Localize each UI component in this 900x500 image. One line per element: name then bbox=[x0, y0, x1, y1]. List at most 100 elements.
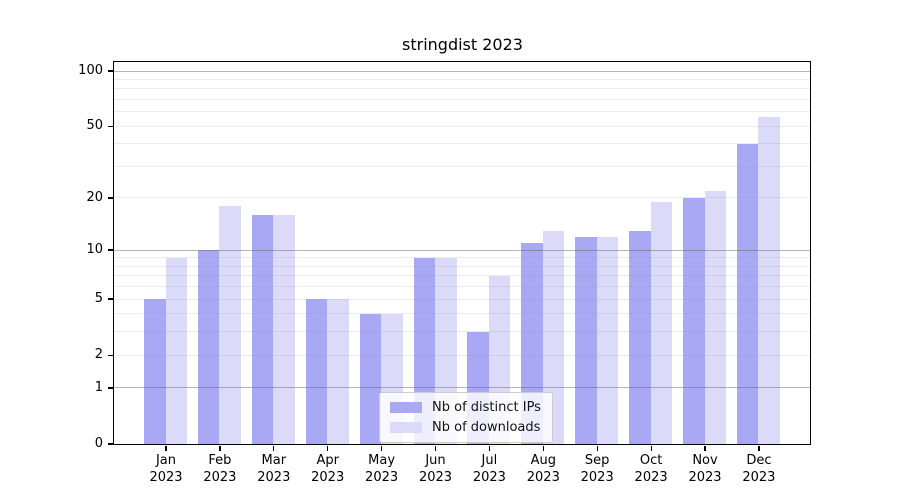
y-tick-label-20: 20 bbox=[86, 189, 103, 205]
bar-distinct-ips-jan bbox=[144, 299, 166, 444]
x-tick-year: 2023 bbox=[365, 470, 399, 485]
y-tick-label-1: 1 bbox=[94, 379, 103, 395]
chart-title: stringdist 2023 bbox=[402, 35, 523, 54]
x-tick-mark-apr bbox=[327, 446, 329, 451]
x-tick-month: Apr bbox=[316, 453, 339, 468]
y-tick-mark-1 bbox=[108, 387, 113, 389]
gridline-40 bbox=[114, 143, 810, 145]
gridline-4 bbox=[114, 313, 810, 315]
gridline-10 bbox=[114, 249, 810, 251]
x-tick-mark-jun bbox=[434, 446, 437, 451]
x-tick-month: Feb bbox=[208, 453, 232, 468]
gridline-90 bbox=[114, 78, 810, 80]
legend-label-downloads: Nb of downloads bbox=[432, 420, 541, 435]
x-tick-label-jul: Jul 2023 bbox=[457, 452, 521, 486]
plot-area: Nb of distinct IPs Nb of downloads bbox=[113, 61, 811, 445]
bar-downloads-jan bbox=[165, 257, 187, 444]
x-tick-month: Mar bbox=[261, 453, 287, 468]
bar-downloads-feb bbox=[219, 206, 241, 444]
x-tick-label-apr: Apr 2023 bbox=[296, 452, 360, 486]
x-tick-mark-jul bbox=[488, 446, 491, 451]
y-tick-label-100: 100 bbox=[78, 62, 103, 78]
x-tick-year: 2023 bbox=[257, 470, 291, 485]
bar-distinct-ips-may bbox=[359, 313, 382, 444]
x-tick-month: Jun bbox=[425, 453, 446, 468]
gridline-3 bbox=[114, 331, 810, 333]
bar-downloads-mar bbox=[273, 215, 295, 444]
y-tick-label-5: 5 bbox=[94, 291, 103, 307]
x-tick-month: May bbox=[368, 453, 396, 468]
bar-distinct-ips-dec bbox=[736, 143, 759, 444]
x-tick-month: Jan bbox=[155, 453, 177, 468]
x-tick-label-dec: Dec 2023 bbox=[727, 452, 791, 486]
y-tick-label-0: 0 bbox=[94, 436, 103, 451]
y-tick-label-2: 2 bbox=[94, 347, 103, 363]
gridline-8 bbox=[114, 265, 810, 267]
legend-item-distinct-ips: Nb of distinct IPs bbox=[390, 400, 541, 415]
x-tick-year: 2023 bbox=[526, 470, 560, 485]
x-tick-mark-feb bbox=[219, 446, 221, 451]
gridline-1 bbox=[114, 387, 810, 389]
x-tick-year: 2023 bbox=[418, 470, 453, 485]
bar-downloads-nov bbox=[704, 190, 726, 444]
x-tick-mark-dec bbox=[758, 446, 760, 451]
x-tick-label-nov: Nov 2023 bbox=[673, 452, 737, 486]
y-tick-mark-50 bbox=[108, 125, 113, 127]
y-tick-label-10: 10 bbox=[86, 242, 103, 258]
gridline-70 bbox=[114, 98, 810, 100]
gridline-100 bbox=[114, 70, 810, 72]
x-tick-month: Dec bbox=[746, 453, 772, 468]
x-tick-year: 2023 bbox=[742, 470, 776, 485]
bar-downloads-sep bbox=[596, 236, 619, 444]
bar-downloads-apr bbox=[327, 299, 349, 444]
x-tick-label-feb: Feb 2023 bbox=[188, 452, 252, 486]
x-tick-month: Sep bbox=[584, 453, 610, 468]
gridline-6 bbox=[114, 286, 810, 288]
x-tick-month: Nov bbox=[692, 453, 718, 468]
bar-distinct-ips-feb bbox=[197, 250, 220, 444]
x-tick-label-oct: Oct 2023 bbox=[619, 452, 683, 486]
y-tick-mark-100 bbox=[108, 70, 113, 72]
bar-downloads-dec bbox=[758, 117, 780, 444]
legend-label-distinct-ips: Nb of distinct IPs bbox=[432, 400, 541, 415]
y-tick-mark-10 bbox=[108, 249, 113, 251]
x-tick-mark-sep bbox=[596, 446, 598, 451]
x-tick-year: 2023 bbox=[149, 470, 183, 485]
x-tick-mark-mar bbox=[273, 446, 275, 451]
x-tick-label-may: May 2023 bbox=[350, 452, 414, 486]
x-tick-label-sep: Sep 2023 bbox=[565, 452, 629, 486]
gridline-50 bbox=[114, 125, 810, 127]
legend-item-downloads: Nb of downloads bbox=[390, 420, 541, 435]
bar-downloads-oct bbox=[650, 201, 673, 444]
gridline-7 bbox=[114, 275, 810, 277]
bar-distinct-ips-apr bbox=[305, 299, 328, 444]
x-tick-month: Jul bbox=[481, 453, 498, 468]
y-tick-mark-2 bbox=[108, 354, 113, 356]
gridline-9 bbox=[114, 257, 810, 259]
y-tick-mark-5 bbox=[108, 298, 113, 300]
x-tick-year: 2023 bbox=[580, 470, 614, 485]
y-tick-label-50: 50 bbox=[86, 118, 103, 134]
gridline-60 bbox=[114, 111, 810, 113]
bar-distinct-ips-sep bbox=[575, 236, 597, 444]
x-tick-mark-may bbox=[381, 446, 383, 451]
x-tick-year: 2023 bbox=[634, 470, 668, 485]
x-tick-year: 2023 bbox=[688, 470, 722, 485]
x-tick-year: 2023 bbox=[472, 470, 506, 485]
x-tick-year: 2023 bbox=[311, 470, 345, 485]
x-tick-mark-aug bbox=[542, 446, 544, 451]
y-tick-mark-0 bbox=[108, 443, 113, 445]
legend: Nb of distinct IPs Nb of downloads bbox=[379, 392, 553, 443]
x-tick-mark-jan bbox=[165, 446, 167, 451]
x-tick-label-jan: Jan 2023 bbox=[134, 452, 198, 486]
bar-distinct-ips-mar bbox=[251, 215, 274, 444]
x-tick-mark-nov bbox=[704, 446, 706, 451]
x-tick-month: Oct bbox=[639, 453, 663, 468]
x-tick-mark-oct bbox=[650, 446, 652, 451]
gridline-5 bbox=[114, 298, 810, 300]
legend-swatch-distinct-ips bbox=[390, 402, 422, 413]
gridline-20 bbox=[114, 197, 810, 199]
x-tick-month: Aug bbox=[530, 453, 556, 468]
gridline-80 bbox=[114, 88, 810, 90]
